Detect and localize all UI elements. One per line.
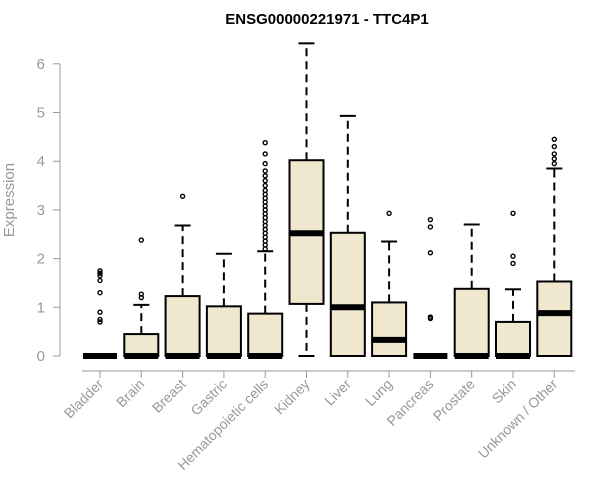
box-iqr xyxy=(123,333,160,357)
outlier-point xyxy=(97,289,103,296)
x-tick-label: Brain xyxy=(113,376,147,410)
y-tick-label: 4 xyxy=(37,153,45,170)
outlier-point xyxy=(551,136,557,142)
y-tick-label: 5 xyxy=(37,105,45,122)
outlier-point xyxy=(551,160,557,167)
outlier-point xyxy=(510,253,516,259)
outlier-point xyxy=(138,291,145,297)
box-group-skin xyxy=(495,210,531,359)
box-group-prostate xyxy=(453,223,490,359)
x-tick-label: Prostate xyxy=(430,376,478,424)
outlier-point xyxy=(179,193,186,199)
y-tick-label: 0 xyxy=(37,348,45,365)
outlier-point xyxy=(427,250,434,256)
x-tick-label: Kidney xyxy=(271,376,313,418)
outlier-point xyxy=(510,260,516,267)
outlier-point xyxy=(262,173,268,179)
box-iqr xyxy=(164,295,201,357)
box-group-liver xyxy=(329,114,366,357)
x-tick-label: Bladder xyxy=(61,376,107,422)
outlier-point xyxy=(427,314,434,320)
outlier-point xyxy=(551,151,557,157)
outlier-point xyxy=(510,210,516,217)
outlier-point xyxy=(262,160,268,167)
box-group-brain xyxy=(123,237,160,359)
x-tick-label: Liver xyxy=(321,376,354,409)
x-tick-label: Breast xyxy=(149,376,189,416)
outlier-point xyxy=(97,316,103,323)
box-iqr xyxy=(453,287,490,358)
outlier-point xyxy=(97,272,103,279)
outlier-point xyxy=(97,319,103,325)
y-ticks: 0 1 2 3 4 5 6 xyxy=(37,56,60,365)
outlier-point xyxy=(262,177,268,184)
box-iqr xyxy=(495,320,531,358)
outlier-point xyxy=(262,151,268,157)
box-iqr xyxy=(247,312,284,358)
box-group-pancreas xyxy=(413,216,448,359)
y-tick-label: 6 xyxy=(37,56,45,73)
chart-title: ENSG00000221971 - TTC4P1 xyxy=(225,11,428,28)
box-group-kidney xyxy=(288,42,325,357)
outlier-point xyxy=(262,168,268,174)
box-iqr xyxy=(329,231,366,357)
y-tick-label: 3 xyxy=(37,202,45,219)
outlier-point xyxy=(138,237,145,243)
box-group-gastric xyxy=(205,252,242,359)
box-iqr xyxy=(205,305,242,357)
y-tick-label: 2 xyxy=(37,251,45,268)
outlier-point xyxy=(97,270,103,276)
y-axis-label: Expression xyxy=(1,163,18,237)
outlier-point xyxy=(262,139,268,146)
box-iqr xyxy=(536,280,573,358)
x-tick-label: Lung xyxy=(362,376,395,409)
outlier-point xyxy=(262,182,268,189)
box-group-breast xyxy=(164,193,201,359)
boxes xyxy=(83,42,573,359)
outlier-point xyxy=(97,277,103,284)
outlier-point xyxy=(262,187,268,194)
y-tick-label: 1 xyxy=(37,299,45,316)
outlier-point xyxy=(386,210,392,217)
box-iqr xyxy=(371,301,408,357)
box-group-bladder xyxy=(83,268,117,359)
outlier-point xyxy=(551,143,557,150)
outlier-point xyxy=(97,268,103,274)
box-group-hematopoietic-cells xyxy=(247,139,284,359)
x-tick-label: Skin xyxy=(489,376,520,407)
outlier-point xyxy=(97,309,103,315)
box-group-unknown-other xyxy=(536,136,573,358)
outlier-point xyxy=(427,216,434,223)
box-group-lung xyxy=(371,210,408,357)
outlier-point xyxy=(427,224,434,230)
outlier-point xyxy=(551,156,557,162)
